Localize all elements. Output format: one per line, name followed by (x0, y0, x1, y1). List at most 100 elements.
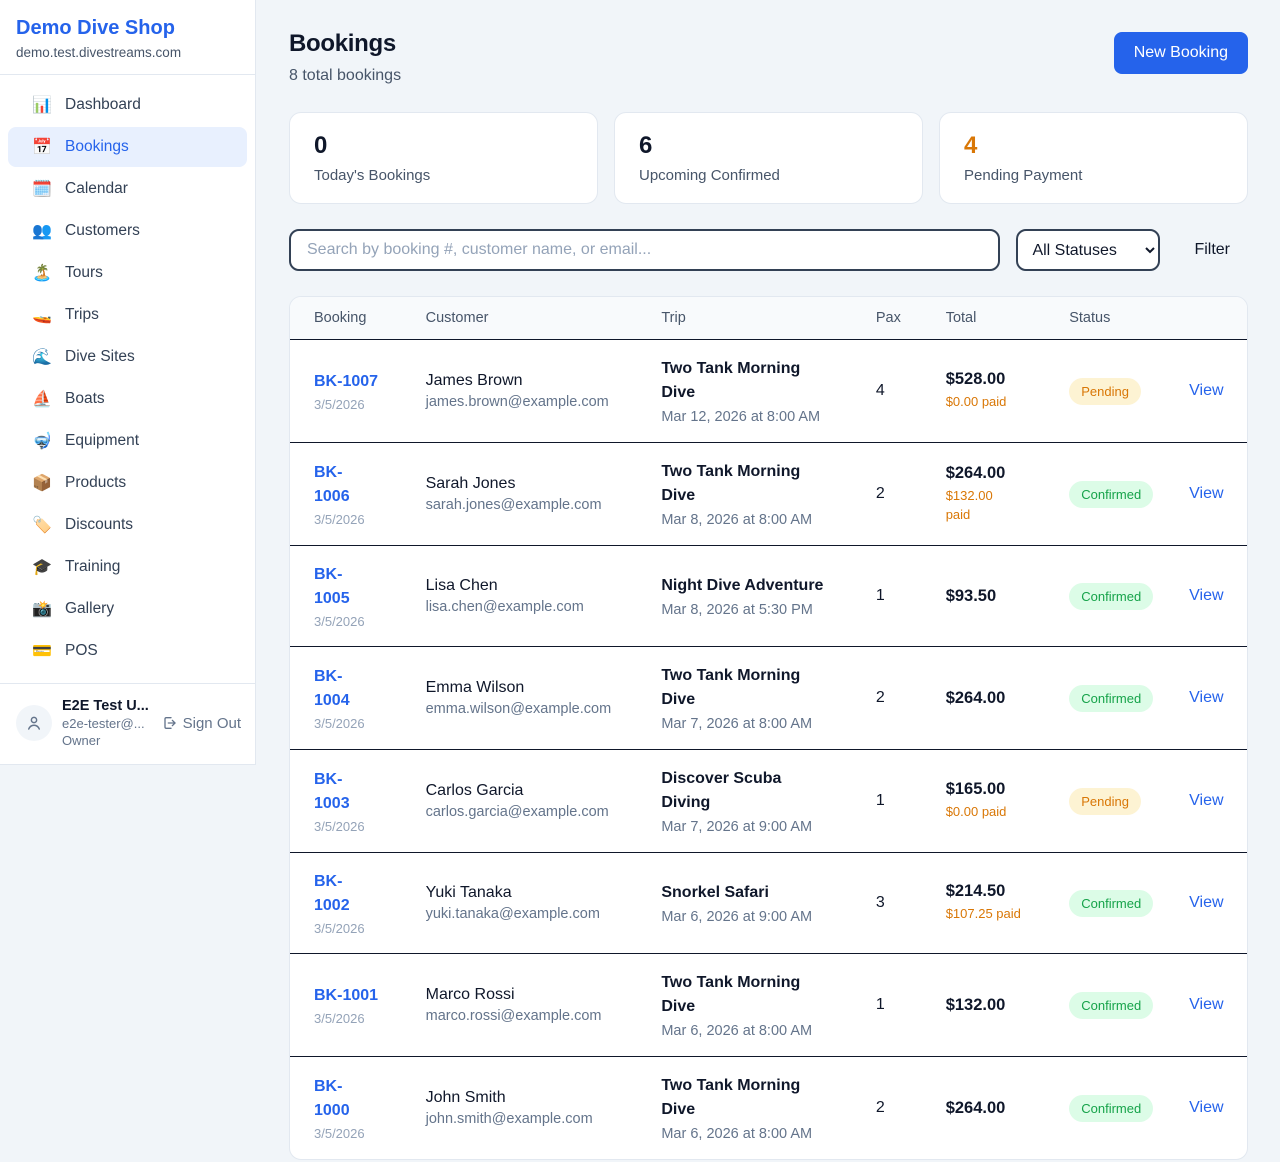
sidebar-item-dive-sites[interactable]: 🌊 Dive Sites (8, 337, 247, 377)
view-link[interactable]: View (1189, 689, 1224, 706)
sidebar-item-training[interactable]: 🎓 Training (8, 547, 247, 587)
sidebar-item-customers[interactable]: 👥 Customers (8, 211, 247, 251)
view-link[interactable]: View (1189, 587, 1224, 604)
user-email: e2e-tester@... (62, 716, 145, 731)
trip-datetime: Mar 8, 2026 at 8:00 AM (661, 512, 813, 528)
view-link[interactable]: View (1189, 996, 1224, 1013)
products-icon: 📦 (32, 475, 52, 492)
gallery-icon: 📸 (32, 601, 52, 618)
sidebar: Demo Dive Shop demo.test.divestreams.com… (0, 0, 256, 765)
table-row: BK- 1006 3/5/2026 Sarah Jones sarah.jone… (290, 442, 1247, 546)
column-header-booking: Booking (290, 297, 402, 340)
trip-datetime: Mar 12, 2026 at 8:00 AM (661, 409, 821, 425)
trip-datetime: Mar 6, 2026 at 8:00 AM (661, 1023, 813, 1039)
sidebar-item-gallery[interactable]: 📸 Gallery (8, 589, 247, 629)
sidebar-item-products[interactable]: 📦 Products (8, 463, 247, 503)
status-filter-select[interactable]: All Statuses (1016, 229, 1161, 271)
table-row: BK- 1004 3/5/2026 Emma Wilson emma.wilso… (290, 646, 1247, 750)
sidebar-item-label: Trips (65, 306, 99, 323)
view-link[interactable]: View (1189, 382, 1224, 399)
customer-name: Yuki Tanaka (425, 884, 512, 901)
booking-id-link[interactable]: BK- 1006 (314, 464, 350, 505)
paid-amount: $0.00 paid (945, 804, 1007, 820)
view-link[interactable]: View (1189, 1099, 1224, 1116)
brand-domain: demo.test.divestreams.com (16, 45, 182, 60)
bookings-table: Booking Customer Trip Pax Total Status B… (290, 297, 1247, 1159)
sidebar-item-calendar[interactable]: 🗓️ Calendar (8, 169, 247, 209)
avatar (16, 705, 52, 741)
trip-name: Two Tank Morning Dive (661, 1077, 801, 1118)
tours-icon: 🏝️ (32, 265, 52, 282)
sign-out-button[interactable]: Sign Out (161, 715, 241, 732)
total-amount: $264.00 (945, 688, 1006, 707)
filter-button[interactable]: Filter (1176, 241, 1248, 259)
sidebar-item-label: Equipment (65, 432, 140, 449)
paid-amount: $107.25 paid (945, 906, 1021, 922)
sidebar-item-dashboard[interactable]: 📊 Dashboard (8, 85, 247, 125)
new-booking-button[interactable]: New Booking (1113, 32, 1248, 74)
trip-datetime: Mar 8, 2026 at 5:30 PM (661, 602, 813, 618)
customer-name: Marco Rossi (425, 986, 515, 1003)
stat-card-pending-payment: 4 Pending Payment (939, 112, 1248, 204)
status-badge: Confirmed (1069, 889, 1154, 917)
booking-id-link[interactable]: BK-1001 (314, 987, 379, 1004)
bookings-table-card: Booking Customer Trip Pax Total Status B… (289, 296, 1248, 1160)
column-header-trip: Trip (637, 297, 852, 340)
boats-icon: ⛵ (32, 391, 52, 408)
booking-id-link[interactable]: BK- 1000 (314, 1078, 350, 1119)
sidebar-item-equipment[interactable]: 🤿 Equipment (8, 421, 247, 461)
customer-email: lisa.chen@example.com (425, 599, 584, 615)
booking-id-link[interactable]: BK- 1004 (314, 668, 350, 709)
booking-id-link[interactable]: BK- 1002 (314, 873, 350, 914)
stat-value: 4 (964, 132, 978, 159)
sidebar-item-bookings[interactable]: 📅 Bookings (8, 127, 247, 167)
customer-name: Sarah Jones (425, 475, 516, 492)
table-row: BK-1007 3/5/2026 James Brown james.brown… (290, 339, 1247, 443)
sidebar-item-label: Dashboard (65, 96, 141, 113)
sidebar-item-discounts[interactable]: 🏷️ Discounts (8, 505, 247, 545)
trip-datetime: Mar 6, 2026 at 8:00 AM (661, 1126, 813, 1142)
user-info: E2E Test U... e2e-tester@... Owner (62, 698, 151, 748)
total-amount: $528.00 (945, 370, 1006, 389)
sidebar-item-trips[interactable]: 🚤 Trips (8, 295, 247, 335)
customer-email: emma.wilson@example.com (425, 701, 612, 717)
column-header-pax: Pax (851, 297, 922, 340)
sidebar-item-boats[interactable]: ⛵ Boats (8, 379, 247, 419)
status-badge: Confirmed (1069, 582, 1154, 610)
person-icon (28, 716, 40, 730)
sidebar-item-tours[interactable]: 🏝️ Tours (8, 253, 247, 293)
booking-id-link[interactable]: BK-1007 (314, 373, 379, 390)
stats-row: 0 Today's Bookings 6 Upcoming Confirmed … (289, 112, 1248, 204)
user-role: Owner (62, 733, 101, 748)
view-link[interactable]: View (1189, 485, 1224, 502)
sidebar-item-label: Discounts (65, 516, 134, 533)
trip-name: Two Tank Morning Dive (661, 360, 801, 401)
discounts-icon: 🏷️ (32, 517, 52, 534)
main-content: Bookings 8 total bookings New Booking 0 … (257, 0, 1280, 1160)
view-link[interactable]: View (1189, 894, 1224, 911)
sidebar-item-pos[interactable]: 💳 POS (8, 631, 247, 671)
view-link[interactable]: View (1189, 792, 1224, 809)
customer-name: Emma Wilson (425, 679, 525, 696)
booking-date: 3/5/2026 (314, 397, 365, 412)
sidebar-item-label: Dive Sites (65, 348, 135, 365)
sidebar-item-label: Products (65, 474, 127, 491)
sidebar-item-label: Tours (65, 264, 103, 281)
booking-id-link[interactable]: BK- 1003 (314, 771, 350, 812)
stat-label: Today's Bookings (314, 167, 431, 184)
booking-id-link[interactable]: BK- 1005 (314, 566, 350, 607)
table-row: BK- 1000 3/5/2026 John Smith john.smith@… (290, 1057, 1247, 1160)
customer-email: james.brown@example.com (425, 394, 609, 410)
sidebar-item-label: Gallery (65, 600, 115, 617)
trip-datetime: Mar 6, 2026 at 9:00 AM (661, 909, 813, 925)
trip-name: Snorkel Safari (661, 884, 769, 901)
column-header-total: Total (921, 297, 1046, 340)
brand-block: Demo Dive Shop demo.test.divestreams.com (0, 0, 255, 75)
sidebar-nav: 📊 Dashboard 📅 Bookings 🗓️ Calendar 👥 Cus… (0, 75, 255, 683)
customer-email: marco.rossi@example.com (425, 1008, 602, 1024)
table-row: BK- 1005 3/5/2026 Lisa Chen lisa.chen@ex… (290, 545, 1247, 647)
status-badge: Confirmed (1069, 684, 1154, 712)
search-input[interactable] (289, 229, 1001, 271)
trip-name: Discover Scuba Diving (661, 770, 782, 811)
trip-datetime: Mar 7, 2026 at 8:00 AM (661, 716, 813, 732)
